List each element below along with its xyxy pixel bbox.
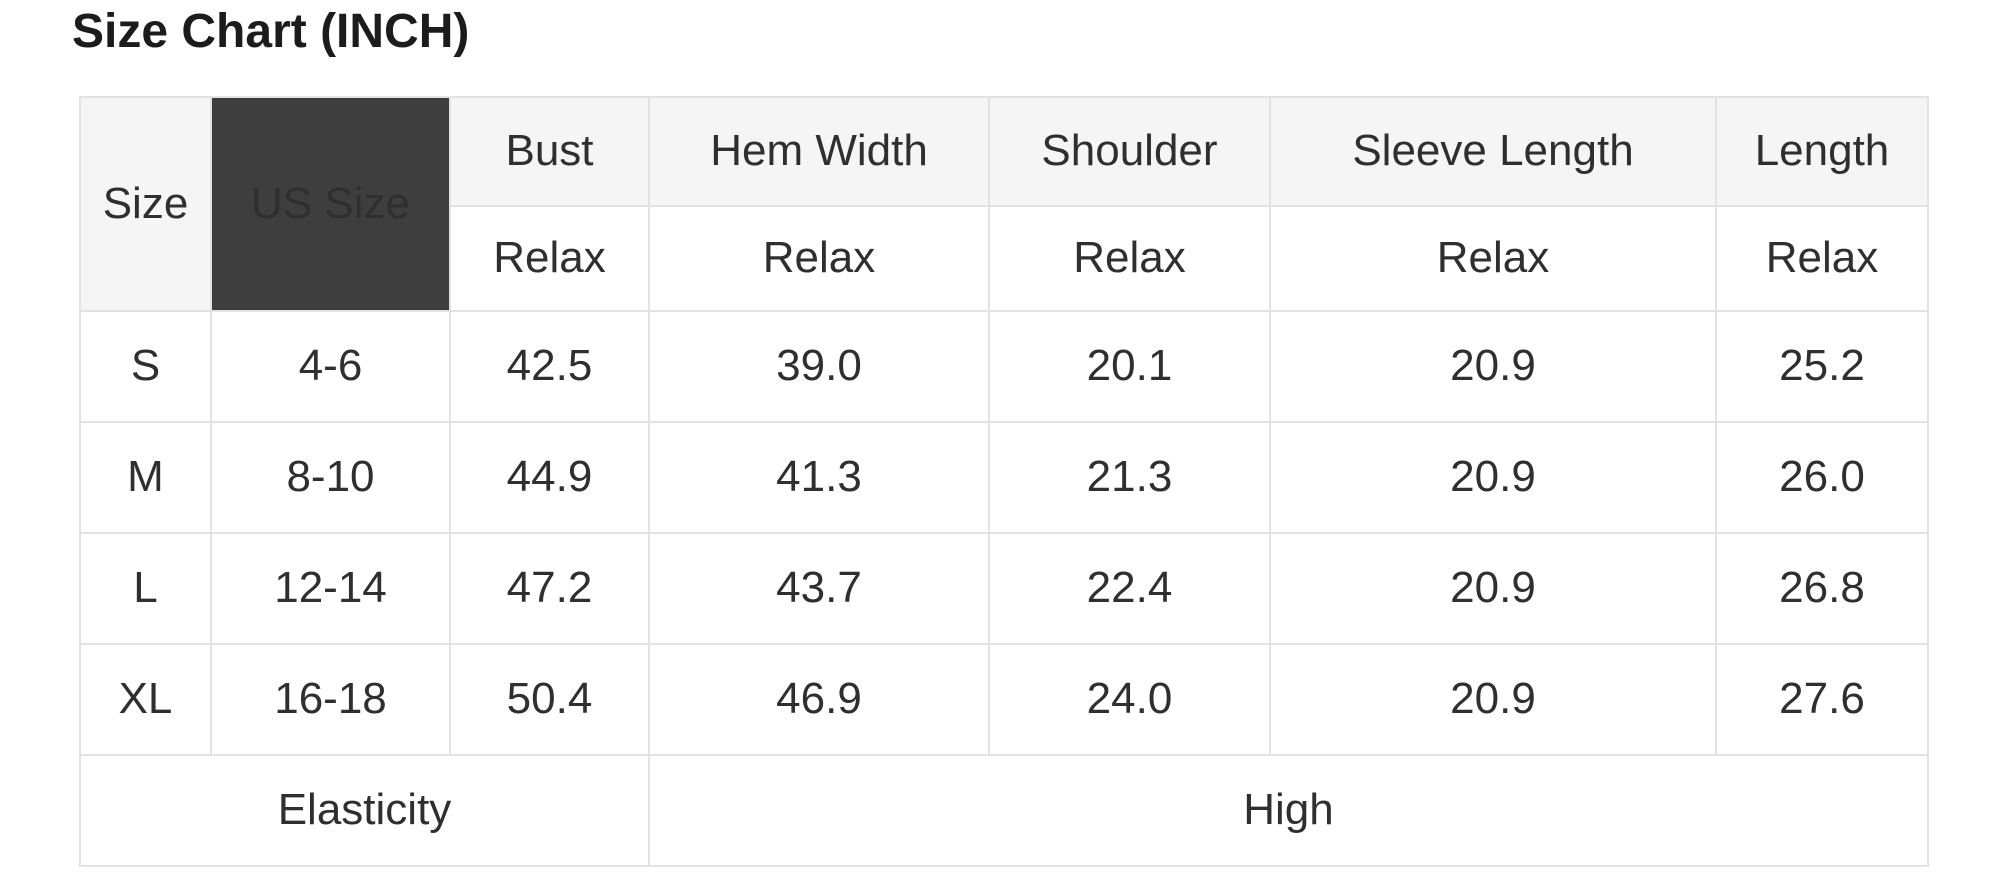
- header-row-measures: Size US Size Bust Hem Width Shoulder Sle…: [79, 96, 1929, 312]
- sleeve-length-value-cell: 20.9: [1269, 421, 1717, 534]
- length-value-cell: 26.0: [1715, 421, 1929, 534]
- header-row-fit: Relax Relax Relax Relax Relax: [80, 205, 1929, 312]
- fit-cell-length: Relax: [1715, 205, 1929, 312]
- table-row-m: M 8-10 44.9 41.3 21.3 20.9 26.0: [79, 421, 1929, 534]
- us-size-cell: 4-6: [210, 310, 451, 423]
- shoulder-value-cell: 24.0: [988, 643, 1271, 756]
- header-shoulder: Shoulder: [988, 96, 1271, 207]
- bust-value-cell: 50.4: [449, 643, 650, 756]
- sleeve-length-value-cell: 20.9: [1269, 532, 1717, 645]
- length-value-cell: 27.6: [1715, 643, 1929, 756]
- header-hem-width: Hem Width: [648, 96, 990, 207]
- size-cell: XL: [79, 643, 212, 756]
- bust-value-cell: 42.5: [449, 310, 650, 423]
- size-cell: S: [79, 310, 212, 423]
- fit-cell-bust: Relax: [449, 205, 650, 312]
- shoulder-value-cell: 20.1: [988, 310, 1271, 423]
- table-row-l: L 12-14 47.2 43.7 22.4 20.9 26.8: [79, 532, 1929, 645]
- bust-value-cell: 47.2: [449, 532, 650, 645]
- fit-cell-hem-width: Relax: [648, 205, 990, 312]
- us-size-cell: 12-14: [210, 532, 451, 645]
- us-size-cell: 16-18: [210, 643, 451, 756]
- elasticity-row: Elasticity High: [79, 754, 1929, 867]
- header-length: Length: [1715, 96, 1929, 207]
- shoulder-value-cell: 21.3: [988, 421, 1271, 534]
- header-sleeve-length: Sleeve Length: [1269, 96, 1717, 207]
- header-us-size: US Size: [210, 96, 451, 312]
- bust-value-cell: 44.9: [449, 421, 650, 534]
- table-row-s: S 4-6 42.5 39.0 20.1 20.9 25.2: [79, 310, 1929, 423]
- size-cell: M: [79, 421, 212, 534]
- hem-width-value-cell: 46.9: [648, 643, 990, 756]
- length-value-cell: 25.2: [1715, 310, 1929, 423]
- size-chart-table: Size US Size Bust Hem Width Shoulder Sle…: [79, 96, 1929, 867]
- shoulder-value-cell: 22.4: [988, 532, 1271, 645]
- elasticity-value-cell: High: [648, 754, 1929, 867]
- us-size-cell: 8-10: [210, 421, 451, 534]
- fit-cell-shoulder: Relax: [988, 205, 1271, 312]
- table-row-xl: XL 16-18 50.4 46.9 24.0 20.9 27.6: [79, 643, 1929, 756]
- header-size: Size: [79, 96, 212, 312]
- fit-cell-sleeve-length: Relax: [1269, 205, 1717, 312]
- size-cell: L: [79, 532, 212, 645]
- sleeve-length-value-cell: 20.9: [1269, 643, 1717, 756]
- page-title: Size Chart (INCH): [72, 5, 470, 58]
- sleeve-length-value-cell: 20.9: [1269, 310, 1717, 423]
- hem-width-value-cell: 39.0: [648, 310, 990, 423]
- hem-width-value-cell: 41.3: [648, 421, 990, 534]
- elasticity-label-cell: Elasticity: [79, 754, 650, 867]
- header-bust: Bust: [449, 96, 650, 207]
- hem-width-value-cell: 43.7: [648, 532, 990, 645]
- length-value-cell: 26.8: [1715, 532, 1929, 645]
